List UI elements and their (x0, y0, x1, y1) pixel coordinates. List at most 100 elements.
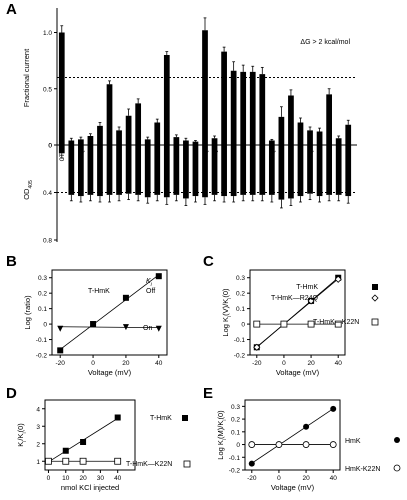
d-y-tick-label: 4 (36, 406, 40, 413)
c-legend-marker (371, 318, 379, 326)
e-x-tick-label: 0 (277, 475, 281, 482)
a-bottom-bar (249, 145, 256, 195)
e-y-label-main: Log K (216, 440, 225, 460)
a-top-bar (249, 71, 256, 145)
a-category-label: S10A (155, 150, 161, 165)
a-category-label: R18Q (213, 150, 219, 166)
d-y-label-tail: /K (16, 434, 25, 441)
a-top-bar (125, 115, 132, 145)
c-x-tick-label: 40 (335, 360, 343, 367)
a-category-label: L27A (298, 150, 304, 164)
c-point (334, 275, 342, 283)
a-category-label: R28Q (308, 150, 314, 166)
a-top-bar (278, 116, 285, 145)
d-y-axis-label: Ki/Ki(0) (16, 423, 28, 447)
e-point (330, 405, 337, 412)
c-y-label-main: Log K (221, 317, 230, 337)
a-bottom-bar (268, 145, 275, 195)
a-top-bar (211, 138, 218, 145)
a-bottom-bar (297, 145, 304, 197)
a-category-label: M21A (241, 150, 247, 166)
b-y-tick-label: -0.2 (36, 353, 48, 360)
e-point (248, 460, 255, 467)
a-bottom-bar (335, 145, 342, 195)
a-category-label: I15A (193, 150, 199, 162)
e-x-axis-label: Voltage (mV) (271, 483, 315, 492)
a-bottom-bar (211, 145, 218, 195)
a-category-label: Y23A (260, 150, 266, 165)
a-bottom-bar (183, 145, 189, 199)
b-point (90, 321, 97, 328)
d-legend-marker (182, 415, 188, 421)
d-x-tick-label: 30 (97, 475, 105, 482)
a-top-bar (230, 70, 237, 145)
d-frame (44, 399, 136, 471)
a-category-label: G33A (337, 150, 343, 165)
b-fit-line (59, 274, 160, 350)
a-bottom-bar (316, 145, 323, 197)
b-y-tick-label: 0.3 (38, 275, 47, 282)
d-point (114, 414, 121, 421)
e-y-tick-label: 0.1 (231, 429, 240, 436)
e-y-tick-label: 0 (236, 442, 240, 449)
c-legend-marker (372, 284, 378, 290)
b-y-tick-label: -0.1 (36, 337, 48, 344)
d-x-tick-label: 10 (62, 475, 70, 482)
a-category-label: R16Q (203, 150, 209, 166)
b-point (57, 325, 64, 332)
e-y-tick-label: 0.3 (231, 404, 240, 411)
b-frame (51, 269, 168, 356)
d-x-tick-label: 20 (79, 475, 87, 482)
b-y-tick-label: 0.2 (38, 291, 47, 298)
b-label-ki-main: K (146, 278, 151, 285)
e-x-tick-label: 20 (302, 475, 310, 482)
a-category-label: E11A (165, 150, 171, 164)
e-y-axis-label: Log Ki(M)/Ki(0) (216, 410, 228, 460)
a-top-bar (154, 122, 161, 145)
e-point (303, 423, 310, 430)
d-legend-label: T-HmK (150, 415, 172, 422)
a-bottom-bar (154, 145, 161, 195)
a-category-label: T19A (222, 150, 228, 164)
c-legend-label: T-HmK—R24Q (271, 295, 319, 302)
a-bottom-bar (221, 145, 227, 197)
a-bottom-y-tick-label: 0.8 (43, 238, 52, 245)
e-legend-label: HmK (345, 438, 361, 445)
e-point (329, 441, 337, 448)
b-point (155, 325, 162, 332)
a-top-bar (97, 125, 103, 145)
e-y-label-sub2: i (222, 419, 228, 420)
panel-letter-e: E (203, 385, 213, 402)
c-x-tick-label: 0 (282, 360, 286, 367)
a-top-bar (297, 122, 304, 145)
a-bottom-bar (87, 145, 94, 195)
d-y-label-main: K (16, 442, 25, 447)
a-top-bar (135, 103, 142, 145)
a-top-bar (288, 95, 294, 145)
a-bottom-bar (106, 145, 113, 195)
e-y-label-tail: (M)/K (216, 421, 225, 439)
d-x-tick-label: 40 (114, 475, 122, 482)
a-bottom-bar (326, 145, 332, 195)
d-y-label-sub: i (22, 441, 28, 442)
a-category-label: T2A (88, 150, 94, 161)
b-x-tick-label: -20 (56, 360, 66, 367)
a-bottom-bar (278, 145, 285, 200)
a-top-annotation: ΔG > 2 kcal/mol (300, 39, 350, 46)
d-point (114, 457, 122, 465)
a-top-bar (78, 139, 84, 145)
e-y-tick-label: 0.2 (231, 417, 240, 424)
d-y-label-sub2: i (22, 432, 28, 433)
c-y-tick-label: 0 (241, 322, 245, 329)
c-fit-line (256, 278, 339, 348)
a-top-bar (58, 32, 65, 145)
a-category-label: CTL (60, 149, 66, 161)
e-x-tick-label: 40 (330, 475, 338, 482)
b-point (122, 294, 129, 301)
a-category-label: D14A (184, 150, 190, 165)
e-y-tick-label: -0.2 (229, 468, 241, 475)
b-x-tick-label: 20 (122, 360, 130, 367)
c-x-tick-label: 20 (307, 360, 315, 367)
d-point (80, 439, 87, 445)
